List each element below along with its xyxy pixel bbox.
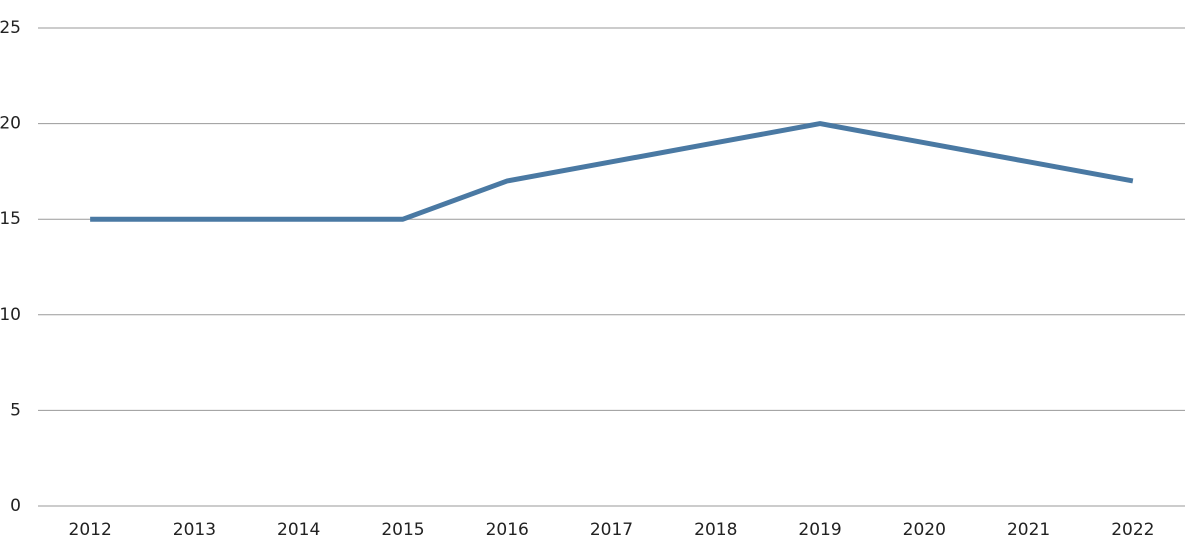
x-tick-label: 2014 xyxy=(277,520,320,540)
x-tick-label: 2017 xyxy=(590,520,633,540)
x-tick-label: 2012 xyxy=(69,520,112,540)
x-tick-label: 2021 xyxy=(1007,520,1050,540)
data-line xyxy=(90,121,1134,222)
x-tick-label: 2013 xyxy=(173,520,216,540)
y-tick-label: 25 xyxy=(0,18,21,38)
y-tick-label: 20 xyxy=(0,114,21,134)
x-tick-label: 2020 xyxy=(903,520,946,540)
x-tick-label: 2018 xyxy=(694,520,737,540)
x-tick-label: 2016 xyxy=(486,520,529,540)
y-tick-label: 5 xyxy=(10,400,21,420)
x-tick-label: 2019 xyxy=(798,520,841,540)
y-tick-label: 15 xyxy=(0,209,21,229)
x-tick-label: 2022 xyxy=(1111,520,1154,540)
y-tick-label: 10 xyxy=(0,305,21,325)
x-tick-label: 2015 xyxy=(381,520,424,540)
y-tick-label: 0 xyxy=(10,496,21,516)
